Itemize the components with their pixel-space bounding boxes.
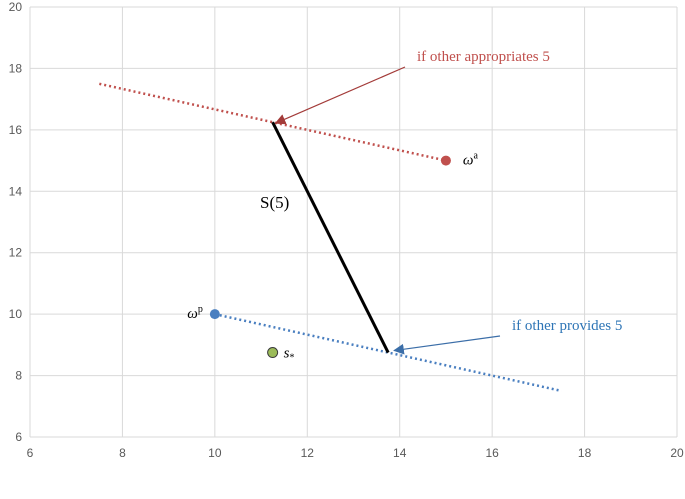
- x-tick-label-10: 10: [208, 446, 222, 460]
- points: ωa ωp s*: [187, 151, 478, 364]
- series: [99, 82, 562, 393]
- x-tick-label-12: 12: [301, 446, 315, 460]
- y-tick-label-20: 20: [9, 0, 23, 14]
- x-tick-label-6: 6: [27, 446, 34, 460]
- series-line-0: [99, 82, 447, 162]
- annotation-arrow-appropriates: [274, 66, 406, 125]
- data-point-0: [440, 155, 451, 166]
- point-label-0: ωa: [463, 151, 479, 169]
- annotation-arrow-provides: [393, 335, 501, 355]
- x-tick-label-8: 8: [119, 446, 126, 460]
- annotation-text-provides: if other provides 5: [512, 318, 622, 334]
- grid: [29, 6, 678, 438]
- x-tick-label-18: 18: [578, 446, 592, 460]
- x-tick-label-16: 16: [485, 446, 499, 460]
- series-line-2: [271, 121, 390, 354]
- data-point-2: [267, 347, 279, 359]
- tick-labels: 6 8 10 12 14 16 18 20 6 8 10 12 14 16 18 20: [9, 0, 684, 460]
- y-tick-label-14: 14: [9, 184, 23, 198]
- x-tick-label-14: 14: [393, 446, 407, 460]
- annotations: if other appropriates 5 if other provides…: [260, 49, 622, 355]
- y-tick-label-12: 12: [9, 246, 23, 260]
- annotation-text-s5: S(5): [260, 193, 289, 212]
- y-tick-label-18: 18: [9, 61, 23, 75]
- point-label-1: ωp: [187, 304, 203, 322]
- data-point-1: [209, 309, 220, 320]
- y-tick-label-16: 16: [9, 123, 23, 137]
- series-line-1: [214, 312, 562, 393]
- x-tick-label-20: 20: [670, 446, 684, 460]
- annotation-text-appropriates: if other appropriates 5: [417, 49, 550, 65]
- y-tick-label-10: 10: [9, 307, 23, 321]
- point-label-2: s*: [284, 346, 295, 364]
- y-tick-label-6: 6: [15, 430, 22, 444]
- y-tick-label-8: 8: [15, 369, 22, 383]
